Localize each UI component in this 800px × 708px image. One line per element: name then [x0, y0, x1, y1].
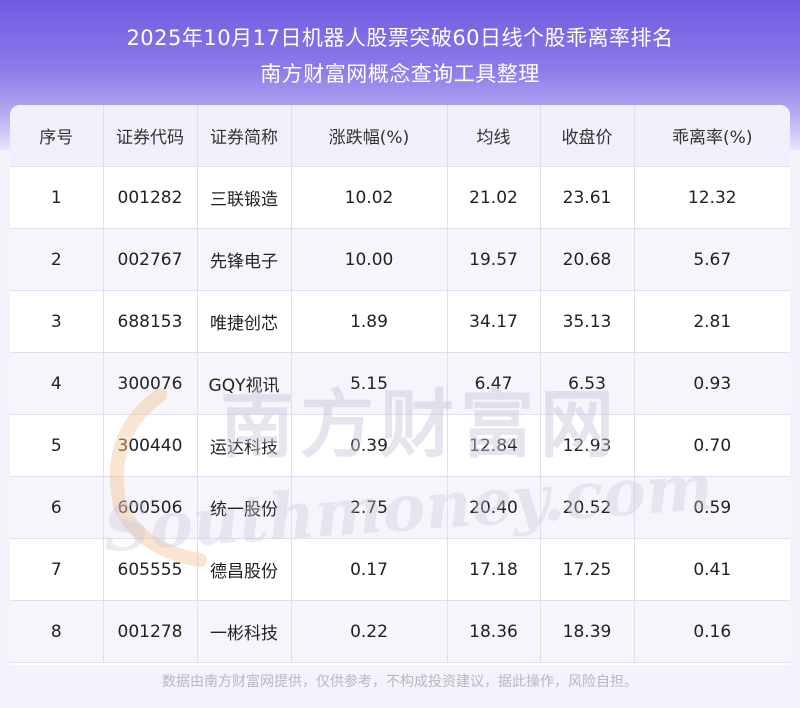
- cell-code: 600506: [103, 476, 198, 539]
- table-row: 8 001278 一彬科技 0.22 18.36 18.39 0.16: [10, 600, 790, 663]
- ranking-table: 序号 证券代码 证券简称 涨跌幅(%) 均线 收盘价 乖离率(%) 1 0012…: [10, 105, 790, 663]
- cell-index: 2: [10, 228, 104, 291]
- cell-code: 605555: [103, 538, 198, 601]
- column-header-ma: 均线: [447, 105, 541, 167]
- cell-ma: 20.40: [447, 476, 541, 539]
- cell-ma: 19.57: [447, 228, 541, 291]
- cell-close: 6.53: [540, 352, 635, 415]
- cell-close: 20.68: [540, 228, 635, 291]
- cell-change: 1.89: [291, 290, 448, 353]
- page-subtitle: 南方财富网概念查询工具整理: [260, 62, 540, 86]
- column-header-change: 涨跌幅(%): [291, 105, 448, 167]
- cell-index: 8: [10, 600, 104, 663]
- cell-bias: 2.81: [634, 290, 790, 353]
- cell-code: 001282: [103, 166, 198, 229]
- table-row: 6 600506 统一股份 2.75 20.40 20.52 0.59: [10, 476, 790, 539]
- disclaimer-footer: 数据由南方财富网提供，仅供参考，不构成投资建议，据此操作，风险自担。: [162, 674, 638, 690]
- cell-ma: 18.36: [447, 600, 541, 663]
- cell-code: 002767: [103, 228, 198, 291]
- cell-change: 10.00: [291, 228, 448, 291]
- page-title: 2025年10月17日机器人股票突破60日线个股乖离率排名: [126, 26, 674, 50]
- cell-close: 18.39: [540, 600, 635, 663]
- cell-name: GQY视讯: [197, 352, 292, 415]
- cell-name: 一彬科技: [197, 600, 292, 663]
- column-header-name: 证券简称: [197, 105, 292, 167]
- cell-bias: 12.32: [634, 166, 790, 229]
- cell-name: 运达科技: [197, 414, 292, 477]
- cell-index: 6: [10, 476, 104, 539]
- cell-change: 0.39: [291, 414, 448, 477]
- cell-name: 统一股份: [197, 476, 292, 539]
- cell-index: 1: [10, 166, 104, 229]
- cell-close: 20.52: [540, 476, 635, 539]
- cell-code: 300076: [103, 352, 198, 415]
- cell-bias: 0.41: [634, 538, 790, 601]
- cell-code: 300440: [103, 414, 198, 477]
- cell-bias: 0.70: [634, 414, 790, 477]
- cell-bias: 0.59: [634, 476, 790, 539]
- cell-bias: 0.93: [634, 352, 790, 415]
- column-header-index: 序号: [10, 105, 104, 167]
- cell-ma: 34.17: [447, 290, 541, 353]
- cell-index: 3: [10, 290, 104, 353]
- cell-ma: 21.02: [447, 166, 541, 229]
- table-row: 2 002767 先锋电子 10.00 19.57 20.68 5.67: [10, 228, 790, 291]
- cell-close: 17.25: [540, 538, 635, 601]
- cell-change: 0.22: [291, 600, 448, 663]
- cell-name: 唯捷创芯: [197, 290, 292, 353]
- cell-change: 10.02: [291, 166, 448, 229]
- cell-name: 三联锻造: [197, 166, 292, 229]
- cell-change: 2.75: [291, 476, 448, 539]
- cell-close: 23.61: [540, 166, 635, 229]
- cell-ma: 12.84: [447, 414, 541, 477]
- cell-change: 0.17: [291, 538, 448, 601]
- cell-code: 688153: [103, 290, 198, 353]
- cell-index: 7: [10, 538, 104, 601]
- table-row: 1 001282 三联锻造 10.02 21.02 23.61 12.32: [10, 166, 790, 229]
- cell-bias: 5.67: [634, 228, 790, 291]
- cell-close: 12.93: [540, 414, 635, 477]
- cell-ma: 6.47: [447, 352, 541, 415]
- column-header-bias: 乖离率(%): [634, 105, 790, 167]
- cell-name: 德昌股份: [197, 538, 292, 601]
- cell-index: 5: [10, 414, 104, 477]
- cell-bias: 0.16: [634, 600, 790, 663]
- table-header-row: 序号 证券代码 证券简称 涨跌幅(%) 均线 收盘价 乖离率(%): [10, 105, 790, 167]
- table-row: 5 300440 运达科技 0.39 12.84 12.93 0.70: [10, 414, 790, 477]
- table-row: 7 605555 德昌股份 0.17 17.18 17.25 0.41: [10, 538, 790, 601]
- column-header-code: 证券代码: [103, 105, 198, 167]
- cell-code: 001278: [103, 600, 198, 663]
- cell-name: 先锋电子: [197, 228, 292, 291]
- cell-ma: 17.18: [447, 538, 541, 601]
- cell-change: 5.15: [291, 352, 448, 415]
- table-row: 4 300076 GQY视讯 5.15 6.47 6.53 0.93: [10, 352, 790, 415]
- cell-close: 35.13: [540, 290, 635, 353]
- cell-index: 4: [10, 352, 104, 415]
- table-card: 序号 证券代码 证券简称 涨跌幅(%) 均线 收盘价 乖离率(%) 1 0012…: [10, 105, 790, 665]
- table-row: 3 688153 唯捷创芯 1.89 34.17 35.13 2.81: [10, 290, 790, 353]
- column-header-close: 收盘价: [540, 105, 635, 167]
